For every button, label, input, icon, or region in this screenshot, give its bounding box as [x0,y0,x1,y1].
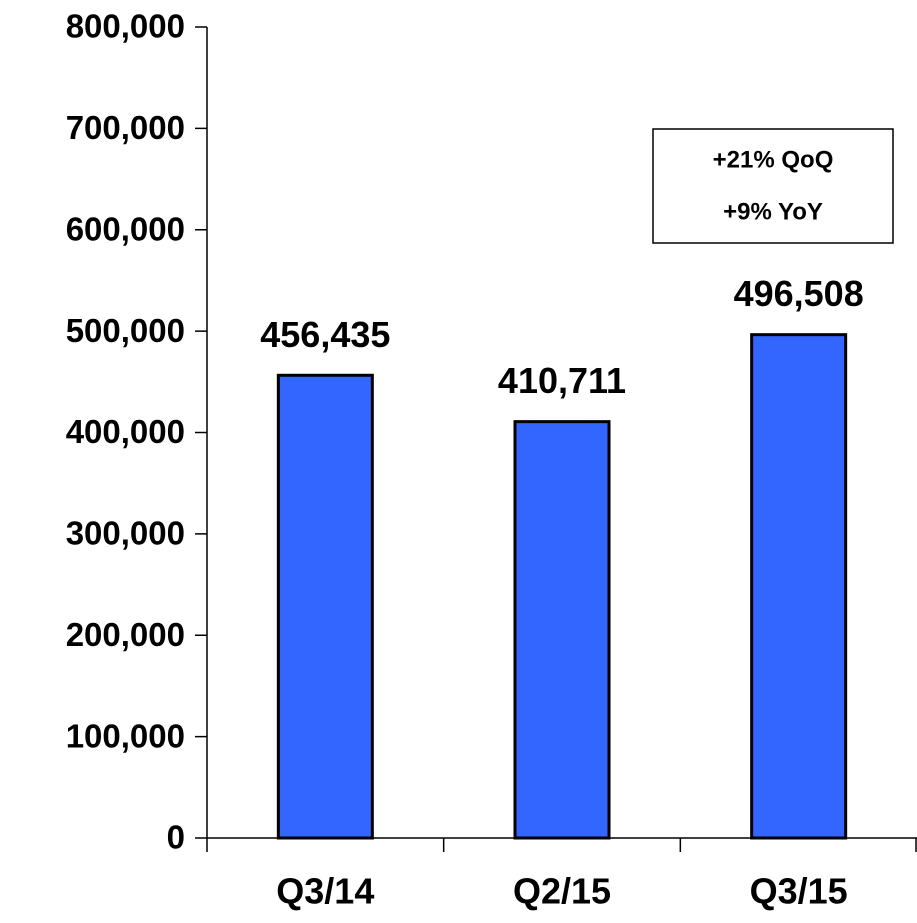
value-label: 496,508 [734,273,864,314]
x-tick-label: Q3/14 [276,871,374,912]
y-tick-label: 500,000 [66,312,185,349]
annotation: +21% QoQ [713,146,834,173]
annotation-box [652,128,894,244]
y-tick-label: 300,000 [66,515,185,552]
y-tick-label: 400,000 [66,413,185,450]
y-tick-label: 800,000 [66,8,185,45]
x-tick-label: Q3/15 [750,871,848,912]
value-label: 410,711 [498,360,626,401]
bar [513,420,611,840]
annotation: +9% YoY [723,198,823,225]
x-tick-label: Q2/15 [513,871,611,912]
value-label: 456,435 [260,314,390,355]
y-tick-label: 200,000 [66,616,185,653]
y-tick-label: 0 [167,819,185,856]
bar [750,333,848,840]
bar [276,373,374,840]
y-tick-label: 600,000 [66,210,185,247]
y-tick-label: 700,000 [66,109,185,146]
y-tick-label: 100,000 [66,717,185,754]
